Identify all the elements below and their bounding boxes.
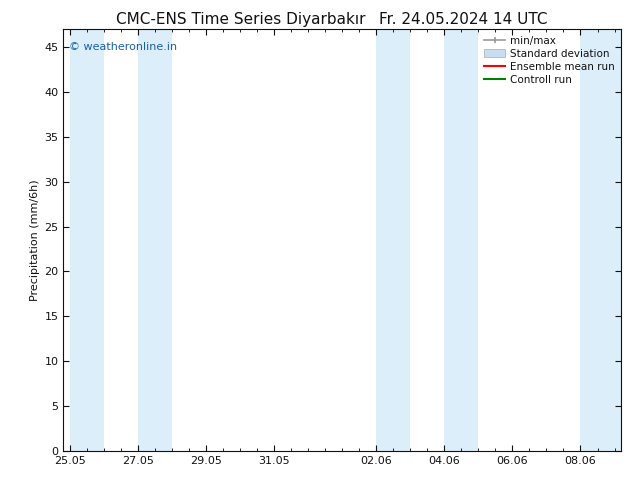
Y-axis label: Precipitation (mm/6h): Precipitation (mm/6h): [30, 179, 40, 301]
Bar: [138, 29, 172, 451]
Text: CMC-ENS Time Series Diyarbakır: CMC-ENS Time Series Diyarbakır: [116, 12, 366, 27]
Bar: [581, 29, 621, 451]
Bar: [70, 29, 104, 451]
Legend: min/max, Standard deviation, Ensemble mean run, Controll run: min/max, Standard deviation, Ensemble me…: [481, 32, 618, 88]
Text: © weatheronline.in: © weatheronline.in: [69, 42, 177, 52]
Text: Fr. 24.05.2024 14 UTC: Fr. 24.05.2024 14 UTC: [378, 12, 547, 27]
Bar: [377, 29, 410, 451]
Bar: [444, 29, 479, 451]
